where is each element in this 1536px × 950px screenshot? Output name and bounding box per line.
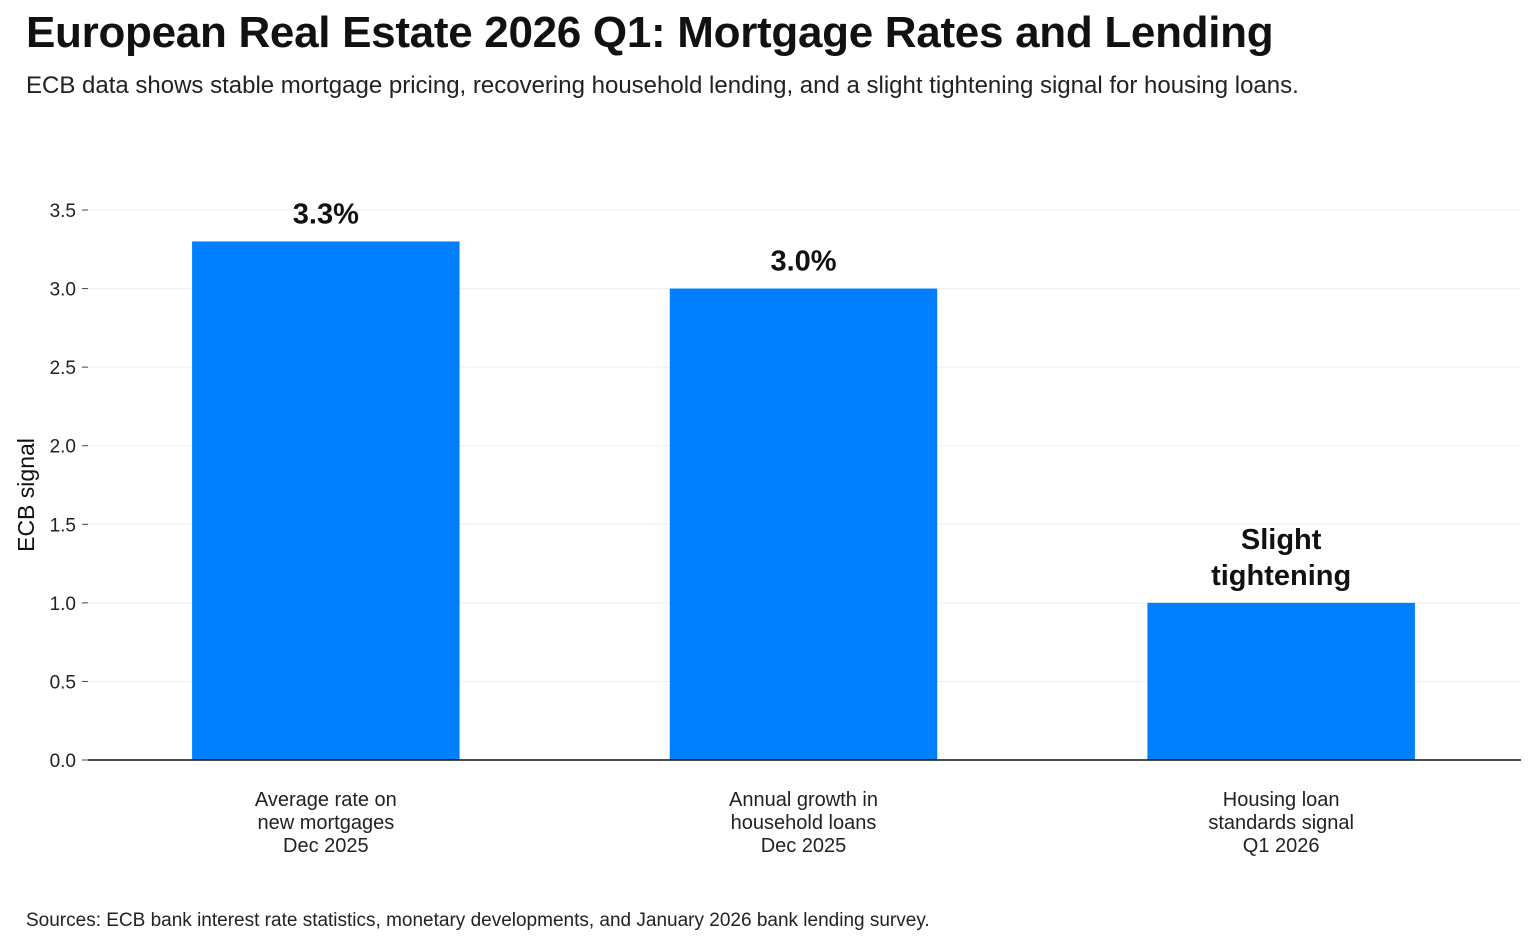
y-tick-label: 3.0 — [50, 280, 76, 301]
y-tick-label: 0.0 — [50, 751, 76, 772]
x-category-label: standards signal — [1208, 812, 1354, 834]
bar — [1147, 602, 1415, 760]
y-tick-label: 1.5 — [50, 515, 76, 536]
y-tick-label: 2.0 — [50, 437, 76, 458]
x-category-label: Dec 2025 — [761, 835, 847, 857]
x-category-label: Average rate on — [255, 789, 397, 811]
y-tick-label: 3.5 — [50, 201, 76, 222]
axes: 0.0 0.5 1.0 1.5 2.0 2.5 3.0 3.5 — [50, 201, 1521, 772]
data-label: 3.3% — [293, 198, 359, 230]
x-category-label: Q1 2026 — [1243, 835, 1320, 857]
data-label: tightening — [1211, 560, 1351, 592]
y-axis-title: ECB signal — [13, 438, 39, 552]
y-tick-label: 1.0 — [50, 594, 76, 615]
y-tick-label: 0.5 — [50, 672, 76, 693]
x-category-label: Annual growth in — [729, 789, 878, 811]
y-tick-label: 2.5 — [50, 358, 76, 379]
x-category-label: new mortgages — [257, 812, 394, 834]
chart-title: European Real Estate 2026 Q1: Mortgage R… — [26, 8, 1274, 57]
x-category-label: household loans — [731, 812, 877, 834]
data-label: Slight — [1241, 524, 1322, 556]
bar — [669, 288, 938, 760]
source-note: Sources: ECB bank interest rate statisti… — [26, 910, 930, 931]
x-category-label: Dec 2025 — [283, 835, 369, 857]
bars — [192, 241, 1415, 760]
chart-subtitle: ECB data shows stable mortgage pricing, … — [26, 72, 1299, 99]
bar — [192, 241, 460, 760]
data-label: 3.0% — [770, 246, 836, 278]
x-category-label: Housing loan — [1223, 789, 1340, 811]
